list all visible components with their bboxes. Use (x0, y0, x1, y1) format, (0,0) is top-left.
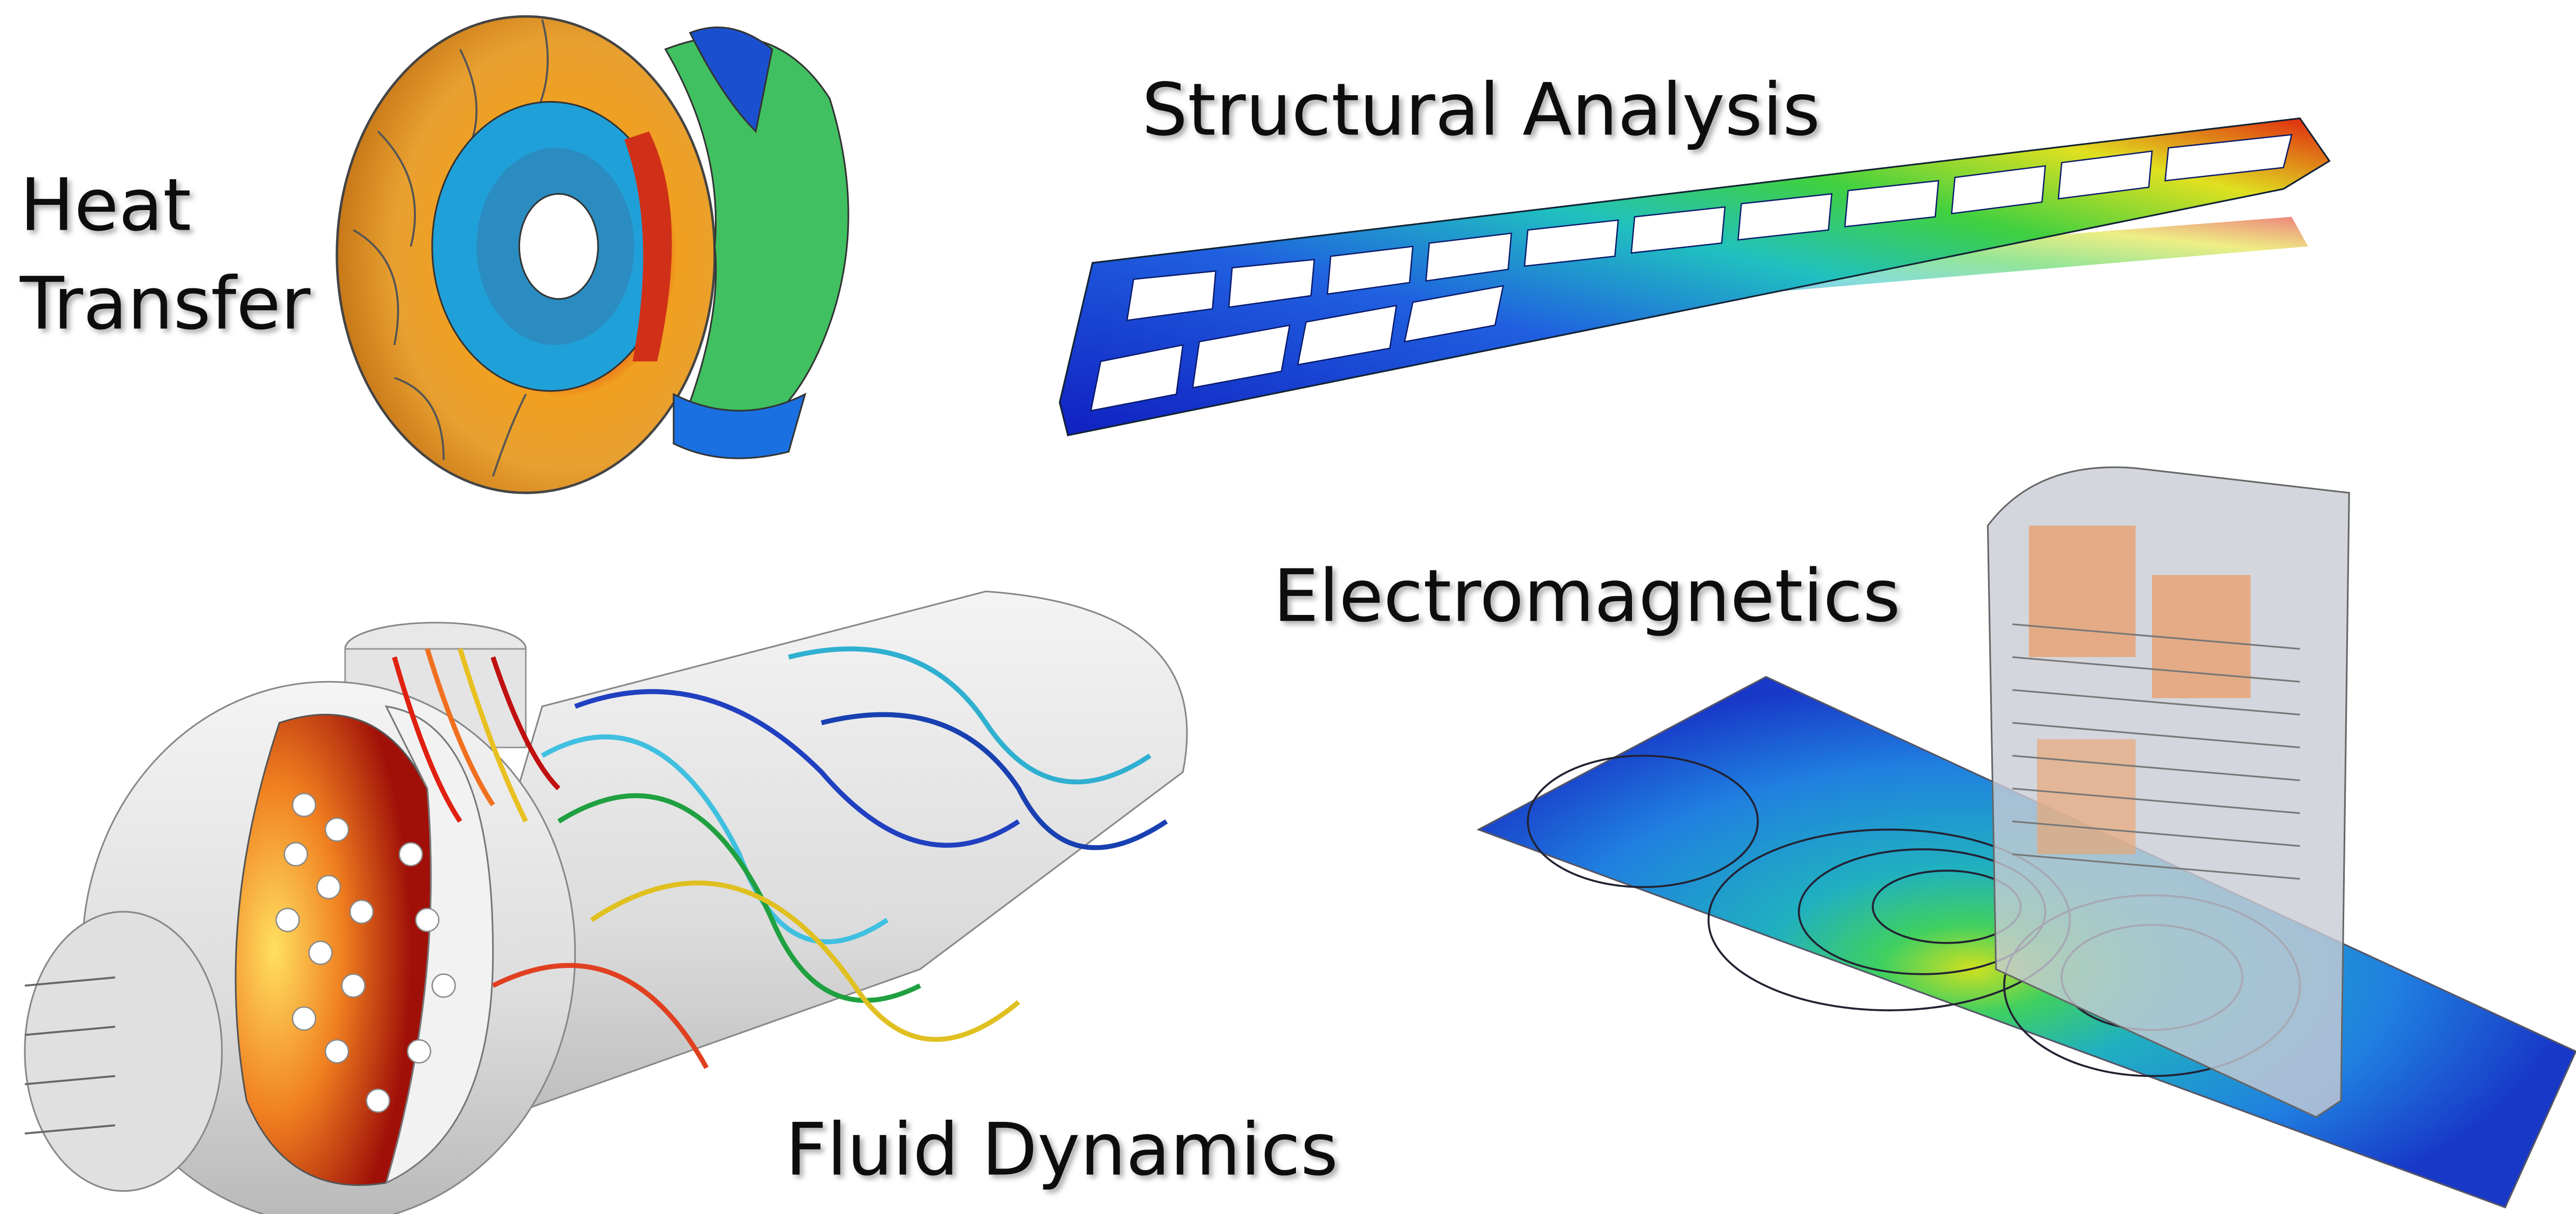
em-model (1476, 466, 2576, 1209)
label: Electromagnetics (1273, 554, 1900, 638)
label: Heat (20, 164, 192, 248)
wing (1058, 117, 2331, 437)
heat-exchanger (24, 590, 1188, 1214)
label: Fluid Dynamics (785, 1108, 1338, 1192)
label: Transfer (20, 262, 311, 346)
brake-disc (335, 15, 849, 494)
label: Structural Analysis (1142, 68, 1820, 152)
